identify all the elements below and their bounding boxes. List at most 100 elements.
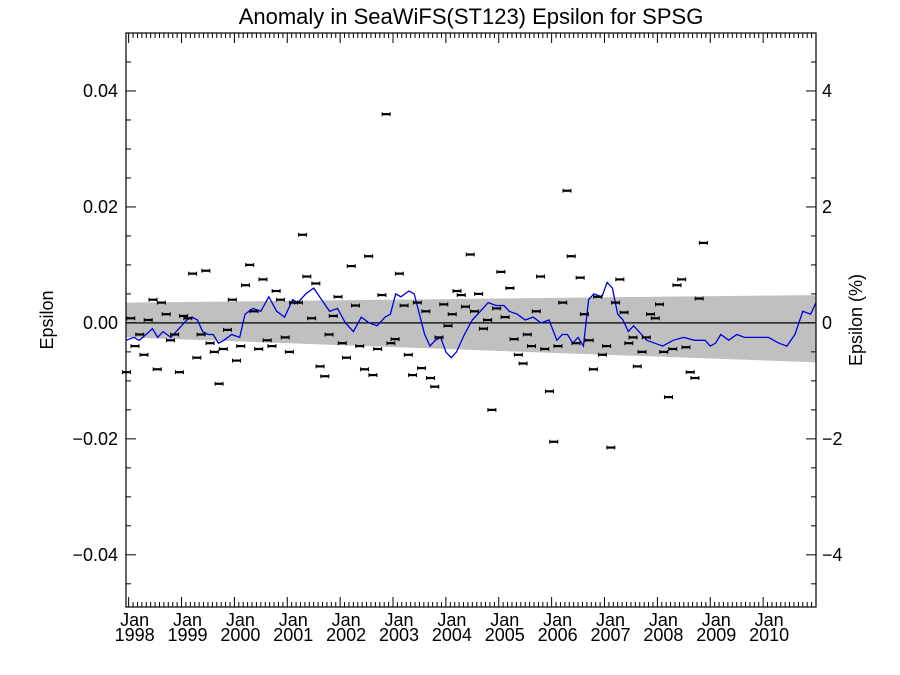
data-point (522, 332, 532, 337)
data-point (637, 349, 647, 354)
data-point (469, 309, 479, 314)
data-point (368, 373, 378, 378)
data-point (566, 254, 576, 259)
data-point (223, 327, 233, 332)
data-point (148, 297, 158, 302)
x-tick-label-year: 2002 (326, 625, 366, 645)
data-point (232, 358, 242, 363)
data-point (434, 335, 444, 340)
x-tick-label-month: Jan (702, 610, 731, 630)
axes-layer (125, 32, 817, 608)
x-tick-label-month: Jan (279, 610, 308, 630)
data-point (654, 302, 664, 307)
data-point (545, 389, 555, 394)
data-point (183, 316, 193, 321)
data-point (201, 268, 211, 273)
x-tick-label-month: Jan (437, 610, 466, 630)
data-point (628, 335, 638, 340)
data-point (540, 346, 550, 351)
data-point (575, 275, 585, 280)
data-point (584, 338, 594, 343)
data-point (663, 395, 673, 400)
x-tick-label-month: Jan (596, 610, 625, 630)
y2-tick-label-right: 0 (822, 313, 832, 333)
y-tick-label-left: 0.02 (83, 197, 118, 217)
data-point (135, 332, 145, 337)
data-point (593, 294, 603, 299)
data-point (240, 283, 250, 288)
data-point (531, 309, 541, 314)
data-point (632, 364, 642, 369)
data-point (553, 344, 563, 349)
data-point (690, 375, 700, 380)
running-mean-layer (125, 281, 817, 359)
y-tick-label-left: 0.00 (83, 313, 118, 333)
data-point (681, 345, 691, 350)
data-point (478, 326, 488, 331)
tick-labels-layer: −0.04−0.020.000.020.04−4−2024Jan1998Jan1… (72, 81, 842, 645)
data-point (373, 346, 383, 351)
data-point (403, 352, 413, 357)
data-point (236, 344, 246, 349)
data-point (381, 112, 391, 117)
data-point (536, 274, 546, 279)
data-point (518, 361, 528, 366)
data-point (254, 346, 264, 351)
data-point (192, 355, 202, 360)
data-point (443, 323, 453, 328)
data-point (311, 281, 321, 286)
data-point (245, 262, 255, 267)
data-point (456, 293, 466, 298)
data-point (615, 277, 625, 282)
data-point (324, 332, 334, 337)
data-point (390, 337, 400, 342)
confidence-band (126, 295, 816, 363)
data-point (262, 338, 272, 343)
x-tick-label-month: Jan (755, 610, 784, 630)
data-point (646, 312, 656, 317)
data-point (196, 332, 206, 337)
y-axis-label-left: Epsilon (37, 290, 57, 349)
data-point (606, 445, 616, 450)
data-point (209, 349, 219, 354)
data-point (218, 346, 228, 351)
x-tick-label-month: Jan (543, 610, 572, 630)
y2-tick-label-right: 4 (822, 81, 832, 101)
x-tick-label-month: Jan (173, 610, 202, 630)
data-point (500, 315, 510, 320)
x-tick-label-month: Jan (384, 610, 413, 630)
y2-tick-label-right: 2 (822, 197, 832, 217)
x-tick-label-year: 2005 (485, 625, 525, 645)
data-point (386, 341, 396, 346)
data-point (694, 296, 704, 301)
data-point (315, 364, 325, 369)
data-point (320, 374, 330, 379)
y-axis-label-right: Epsilon (%) (846, 274, 866, 366)
data-point (668, 346, 678, 351)
data-point (156, 300, 166, 305)
x-tick-label-year: 2003 (379, 625, 419, 645)
x-tick-label-year: 2010 (749, 625, 789, 645)
data-point (650, 316, 660, 321)
x-tick-label-month: Jan (120, 610, 149, 630)
data-point (165, 338, 175, 343)
data-point (588, 367, 598, 372)
data-point (698, 240, 708, 245)
y2-tick-label-right: −2 (822, 429, 843, 449)
data-point (394, 271, 404, 276)
data-point (624, 341, 634, 346)
x-tick-label-year: 2006 (538, 625, 578, 645)
data-point (170, 332, 180, 337)
data-point (672, 283, 682, 288)
data-point (452, 289, 462, 294)
data-point (408, 373, 418, 378)
data-point (641, 335, 651, 340)
data-point (492, 306, 502, 311)
data-point (359, 367, 369, 372)
data-point (562, 188, 572, 193)
chart-title: Anomaly in SeaWiFS(ST123) Epsilon for SP… (239, 4, 704, 29)
data-point (328, 313, 338, 318)
x-tick-label-year: 1999 (167, 625, 207, 645)
data-point (258, 277, 268, 282)
data-point (579, 312, 589, 317)
